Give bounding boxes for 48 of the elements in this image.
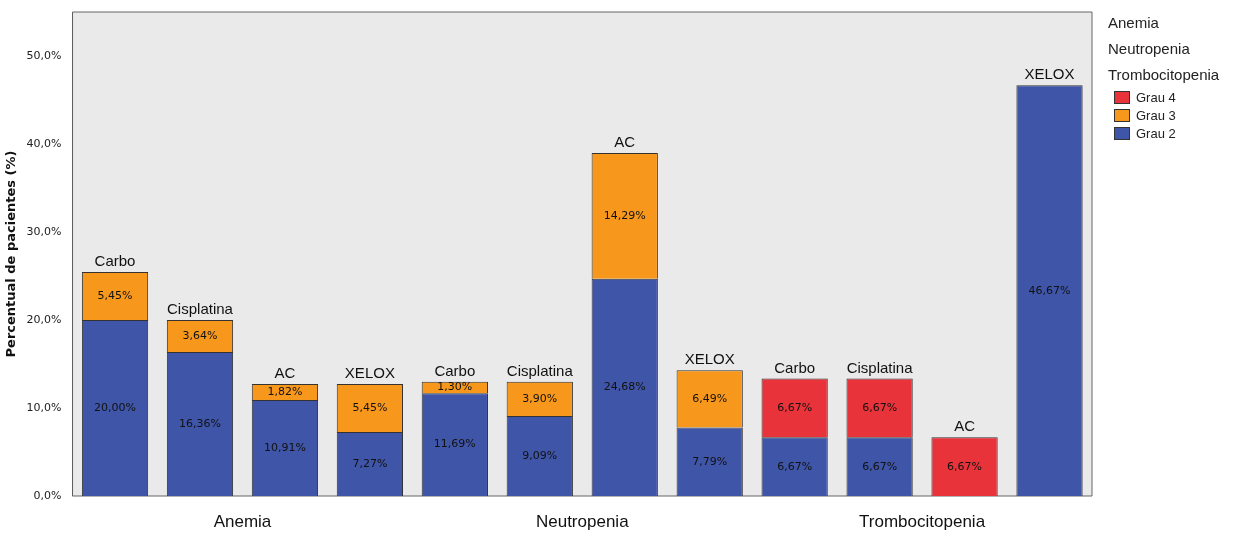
data-label: 16,36% bbox=[179, 416, 221, 430]
x-tick-label: Cisplatina bbox=[506, 361, 574, 379]
y-tick-label: 20,0% bbox=[26, 312, 62, 326]
data-label: 6,49% bbox=[692, 391, 728, 405]
y-axis-title: Percentual de pacientes (%) bbox=[3, 150, 19, 358]
legend-label: Grau 3 bbox=[1136, 107, 1176, 123]
x-tick-label: Cisplatina bbox=[846, 358, 914, 376]
data-label: 5,45% bbox=[97, 288, 133, 302]
y-tick-label: 0,0% bbox=[33, 488, 62, 502]
data-label: 3,64% bbox=[182, 328, 218, 342]
data-label: 20,00% bbox=[94, 400, 136, 414]
x-tick-label: XELOX bbox=[1024, 65, 1075, 83]
data-label: 1,82% bbox=[267, 384, 303, 398]
data-label: 46,67% bbox=[1028, 283, 1071, 297]
data-label: 14,29% bbox=[603, 208, 646, 222]
text: Neutropenia bbox=[535, 511, 630, 531]
x-tick-label: AC bbox=[274, 364, 296, 382]
x-tick-label: Cisplatina bbox=[167, 300, 234, 318]
data-label: 6,67% bbox=[862, 400, 898, 414]
legend-label: Grau 4 bbox=[1136, 89, 1176, 105]
data-label: 6,67% bbox=[947, 459, 983, 473]
text: Trombocitopenia bbox=[859, 511, 986, 531]
data-label: 9,09% bbox=[522, 448, 558, 462]
data-label: 3,90% bbox=[522, 391, 558, 405]
legend-label: Grau 2 bbox=[1136, 125, 1176, 141]
data-label: 5,45% bbox=[352, 400, 388, 414]
x-tick-label: XELOX bbox=[684, 350, 735, 368]
x-tick-label: Carbo bbox=[94, 252, 136, 270]
data-label: 6,67% bbox=[862, 459, 898, 473]
y-tick-label: 50,0% bbox=[26, 48, 62, 62]
x-tick-label: XELOX bbox=[344, 364, 395, 382]
y-tick-label: 10,0% bbox=[26, 400, 62, 414]
x-tick-label: Carbo bbox=[434, 361, 476, 379]
data-label: 7,79% bbox=[692, 454, 728, 468]
data-label: 6,67% bbox=[777, 459, 813, 473]
data-label: 7,27% bbox=[352, 456, 388, 470]
y-tick-label: 30,0% bbox=[26, 224, 62, 238]
data-label: 10,91% bbox=[263, 440, 306, 454]
legend-title: Anemia Neutropenia Trombocitopenia bbox=[1108, 13, 1220, 85]
data-label: 6,67% bbox=[777, 400, 813, 414]
data-label: 1,30% bbox=[437, 380, 473, 394]
x-tick-label: AC bbox=[954, 417, 976, 435]
x-tick-label: Carbo bbox=[774, 358, 816, 376]
x-tick-label: AC bbox=[614, 133, 636, 151]
data-label: 11,69% bbox=[433, 437, 476, 451]
text: Anemia bbox=[213, 511, 272, 531]
y-tick-label: 40,0% bbox=[26, 136, 62, 150]
data-label: 24,68% bbox=[603, 380, 646, 394]
